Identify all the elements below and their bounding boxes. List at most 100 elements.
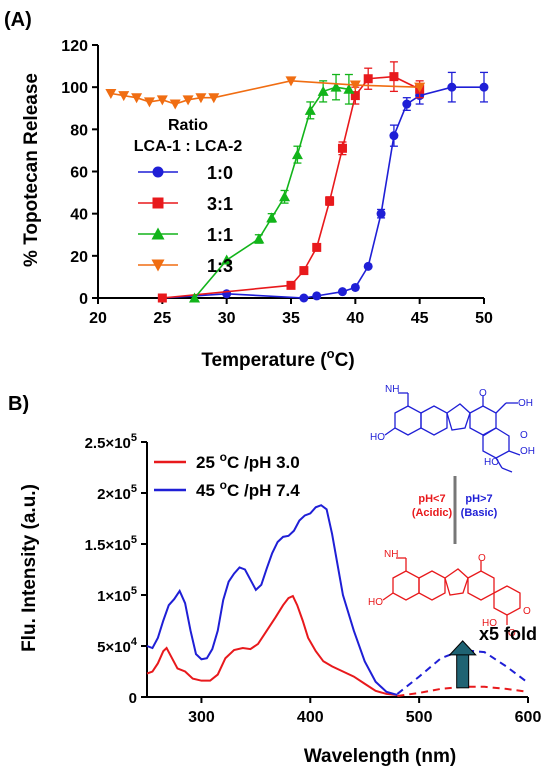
data-point — [325, 196, 335, 206]
svg-text:NH: NH — [384, 549, 398, 560]
x-tick-label: 400 — [297, 709, 324, 726]
data-point — [169, 99, 181, 110]
data-point — [349, 80, 361, 91]
data-point — [479, 82, 489, 92]
x-tick-label: 20 — [89, 310, 107, 327]
data-point — [389, 131, 399, 141]
spectrum-line — [146, 594, 398, 696]
panel-a: (A) % Topotecan Release Temperature (oC)… — [4, 9, 493, 371]
structure-acidic-labels: NH HO O O HO O — [368, 549, 531, 639]
y-tick-label: 1.5×105 — [85, 534, 137, 554]
data-point — [266, 212, 278, 223]
fold-label: x5 fold — [479, 624, 537, 644]
panel-b-xlabel: Wavelength (nm) — [304, 746, 456, 767]
data-point — [363, 74, 373, 84]
dashed-emission-line — [396, 649, 529, 695]
structure-basic-form — [384, 392, 521, 473]
legend-marker — [152, 197, 164, 209]
y-tick-label: 120 — [61, 38, 88, 55]
data-point — [195, 93, 207, 104]
legend-label: 3:1 — [207, 194, 233, 214]
data-point — [337, 287, 347, 297]
x-tick-label: 35 — [282, 310, 300, 327]
x-tick-label: 600 — [515, 709, 542, 726]
svg-text:HO: HO — [370, 432, 385, 443]
panel-b: B) Flu. Intensity (a.u.) Wavelength (nm)… — [8, 384, 541, 767]
data-point — [299, 266, 309, 276]
arrow-head — [448, 640, 477, 656]
svg-text:OH: OH — [518, 398, 533, 409]
data-point — [189, 292, 200, 303]
data-point — [317, 85, 329, 96]
y-tick-label: 100 — [61, 80, 88, 97]
data-point — [286, 280, 296, 290]
x-tick-label: 50 — [475, 310, 493, 327]
data-point — [363, 261, 373, 271]
data-point — [279, 191, 291, 202]
svg-text:O: O — [479, 388, 487, 399]
y-tick-label: 2.5×105 — [85, 432, 137, 452]
svg-text:NH: NH — [385, 384, 399, 395]
panel-b-ylabel: Flu. Intensity (a.u.) — [19, 484, 40, 652]
x-tick-label: 30 — [218, 310, 236, 327]
y-tick-label: 5×104 — [97, 636, 138, 656]
x-tick-label: 300 — [188, 709, 215, 726]
svg-text:O: O — [478, 553, 486, 564]
legend-label: 1:1 — [207, 225, 233, 245]
data-point — [105, 88, 117, 99]
structure-basic-labels: NH HO O OH OH HO O — [370, 384, 535, 468]
y-tick-label: 2×105 — [97, 483, 137, 503]
data-point — [131, 93, 143, 104]
series-line-3:1 — [162, 75, 421, 299]
data-point — [208, 93, 220, 104]
panel-a-label: (A) — [4, 9, 32, 31]
x-tick-label: 500 — [406, 709, 433, 726]
data-point — [221, 254, 233, 265]
data-point — [402, 99, 412, 109]
data-point — [157, 293, 167, 303]
acid-note-label: (Acidic) — [412, 507, 453, 519]
panel-b-label: B) — [8, 393, 29, 415]
arrow-shaft — [456, 652, 470, 689]
data-point — [143, 97, 155, 108]
legend-label: 1:3 — [207, 256, 233, 276]
data-point — [291, 149, 303, 160]
svg-text:O: O — [523, 606, 531, 617]
fold-arrow — [448, 640, 477, 689]
data-point — [253, 233, 265, 244]
y-tick-label: 0 — [129, 690, 137, 707]
panel-b-legend: 25 oC /pH 3.0 45 oC /pH 7.4 — [154, 450, 300, 500]
svg-text:O: O — [520, 430, 528, 441]
legend-label: 25 oC /pH 3.0 — [196, 450, 300, 472]
panel-a-xlabel: Temperature (oC) — [201, 346, 354, 371]
data-point — [343, 83, 355, 94]
x-tick-label: 25 — [153, 310, 171, 327]
base-note-label: (Basic) — [461, 507, 498, 519]
spectrum-line — [146, 504, 398, 696]
y-tick-label: 60 — [70, 165, 88, 182]
legend-label: 45 oC /pH 7.4 — [196, 478, 300, 500]
y-tick-label: 1×105 — [97, 585, 137, 605]
structure-acidic-form — [382, 557, 521, 625]
panel-a-ylabel: % Topotecan Release — [21, 73, 42, 267]
legend-label: 1:0 — [207, 163, 233, 183]
data-point — [312, 242, 322, 252]
panel-a-legend: Ratio LCA-1 : LCA-2 1:0 3:1 1:1 1:3 — [134, 117, 243, 276]
data-point — [156, 95, 168, 106]
data-point — [312, 291, 322, 301]
x-tick-label: 45 — [411, 310, 429, 327]
data-point — [299, 293, 309, 303]
legend-marker — [151, 259, 165, 272]
svg-text:HO: HO — [368, 597, 383, 608]
x-tick-label: 40 — [346, 310, 364, 327]
data-point — [447, 82, 457, 92]
panel-b-series — [146, 504, 529, 697]
legend-marker — [151, 227, 165, 240]
data-point — [330, 81, 342, 92]
data-point — [285, 76, 297, 87]
data-point — [376, 209, 386, 219]
svg-text:HO: HO — [484, 457, 499, 468]
data-point — [337, 143, 347, 153]
